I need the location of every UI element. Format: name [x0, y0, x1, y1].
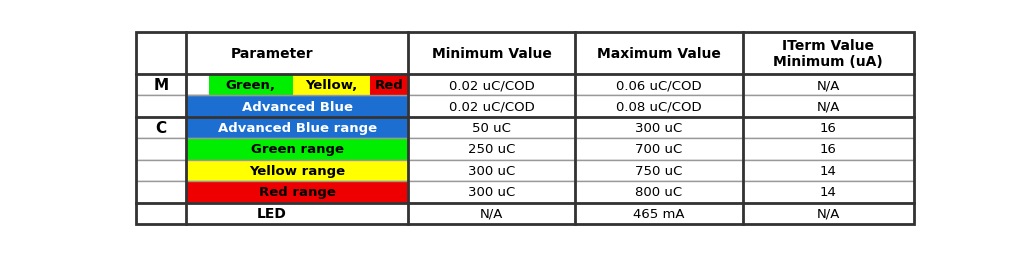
Text: Minimum Value: Minimum Value [432, 46, 552, 60]
Text: C: C [156, 121, 167, 135]
Text: Red range: Red range [259, 186, 336, 199]
Bar [186, 181, 409, 203]
Bar [136, 139, 186, 160]
Bar [575, 160, 742, 181]
Text: Green,: Green, [225, 79, 275, 92]
Bar [742, 75, 913, 96]
Text: N/A: N/A [816, 79, 840, 92]
Bar [742, 181, 913, 203]
Text: Advanced Blue range: Advanced Blue range [218, 121, 377, 134]
Bar [742, 33, 913, 75]
Bar [409, 181, 575, 203]
Text: 14: 14 [819, 164, 837, 177]
Bar [186, 96, 409, 117]
Text: 300 uC: 300 uC [635, 121, 683, 134]
Text: 465 mA: 465 mA [633, 207, 685, 220]
Bar [136, 181, 186, 203]
Text: N/A: N/A [480, 207, 504, 220]
Bar [742, 139, 913, 160]
Bar [575, 96, 742, 117]
Text: M: M [154, 78, 169, 93]
Bar [293, 75, 371, 96]
Bar [186, 75, 409, 96]
Text: Green range: Green range [251, 143, 344, 156]
Text: 0.02 uC/COD: 0.02 uC/COD [449, 79, 535, 92]
Text: Yellow,: Yellow, [305, 79, 357, 92]
Text: 50 uC: 50 uC [472, 121, 511, 134]
Bar [409, 160, 575, 181]
Bar [209, 75, 293, 96]
Bar [409, 33, 575, 75]
Bar [742, 117, 913, 139]
Bar [575, 181, 742, 203]
Bar [409, 75, 575, 96]
Bar [136, 33, 409, 75]
Bar [136, 160, 186, 181]
Bar [186, 117, 409, 139]
Text: 700 uC: 700 uC [635, 143, 683, 156]
Text: N/A: N/A [816, 207, 840, 220]
Text: 750 uC: 750 uC [635, 164, 683, 177]
Bar [742, 160, 913, 181]
Bar [409, 96, 575, 117]
Text: Advanced Blue: Advanced Blue [242, 100, 353, 113]
Bar [742, 96, 913, 117]
Bar [409, 117, 575, 139]
Text: 300 uC: 300 uC [468, 186, 515, 199]
Text: 16: 16 [819, 143, 837, 156]
Text: 250 uC: 250 uC [468, 143, 515, 156]
Bar [371, 75, 409, 96]
Bar [575, 203, 742, 224]
Bar [742, 203, 913, 224]
Text: 0.02 uC/COD: 0.02 uC/COD [449, 100, 535, 113]
Bar [136, 117, 186, 139]
Bar [136, 203, 409, 224]
Bar [186, 75, 409, 96]
Bar [186, 160, 409, 181]
Text: ITerm Value
Minimum (uA): ITerm Value Minimum (uA) [773, 38, 883, 69]
Bar [136, 75, 186, 96]
Bar [136, 96, 186, 117]
Bar [575, 33, 742, 75]
Text: LED: LED [257, 207, 287, 220]
Text: Parameter: Parameter [230, 46, 313, 60]
Text: 0.08 uC/COD: 0.08 uC/COD [616, 100, 701, 113]
Bar [409, 139, 575, 160]
Bar [575, 117, 742, 139]
Text: N/A: N/A [816, 100, 840, 113]
Bar [575, 139, 742, 160]
Bar [575, 75, 742, 96]
Text: 16: 16 [819, 121, 837, 134]
Text: Yellow range: Yellow range [249, 164, 345, 177]
Text: 800 uC: 800 uC [636, 186, 683, 199]
Text: 14: 14 [819, 186, 837, 199]
Text: 0.06 uC/COD: 0.06 uC/COD [616, 79, 701, 92]
Bar [409, 203, 575, 224]
Text: Red: Red [375, 79, 403, 92]
Text: Maximum Value: Maximum Value [597, 46, 721, 60]
Bar [186, 139, 409, 160]
Text: 300 uC: 300 uC [468, 164, 515, 177]
